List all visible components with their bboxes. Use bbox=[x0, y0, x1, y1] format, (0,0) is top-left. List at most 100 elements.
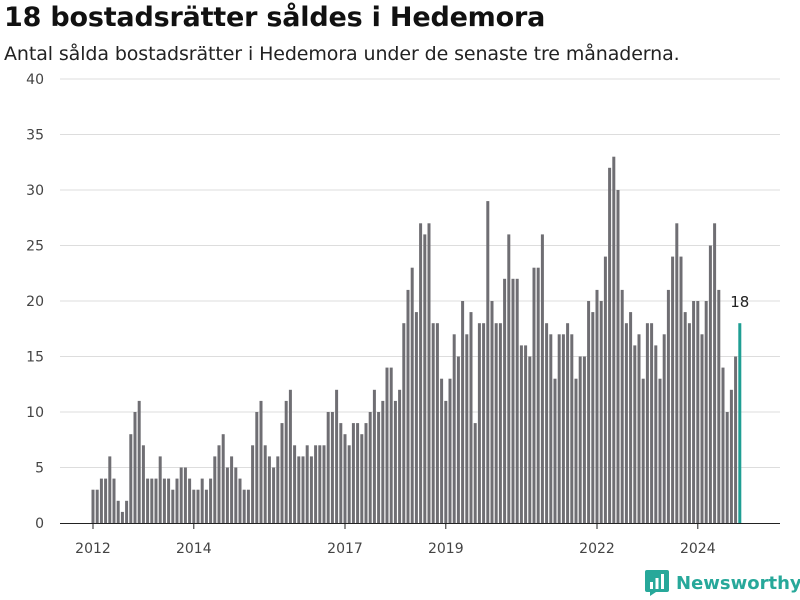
bar bbox=[297, 456, 301, 523]
bar bbox=[528, 356, 532, 523]
y-axis-ticks: 0 5 10 15 20 25 30 35 40 bbox=[26, 72, 44, 532]
bar bbox=[696, 301, 700, 523]
bar bbox=[104, 478, 108, 523]
newsworthy-logo-icon bbox=[645, 570, 669, 596]
bar bbox=[255, 412, 259, 523]
x-tick-label: 2017 bbox=[327, 541, 363, 557]
bar bbox=[339, 423, 343, 523]
bar bbox=[141, 445, 145, 523]
bar bbox=[309, 456, 313, 523]
bar bbox=[666, 289, 670, 523]
bar bbox=[713, 223, 717, 524]
bar bbox=[410, 267, 414, 523]
bar bbox=[498, 323, 502, 523]
bar bbox=[725, 412, 729, 523]
bar bbox=[116, 500, 120, 523]
latest-value-label: 18 bbox=[730, 293, 749, 311]
bar bbox=[204, 489, 208, 523]
bar bbox=[230, 456, 234, 523]
bar bbox=[524, 345, 528, 523]
bar bbox=[452, 334, 456, 523]
bar bbox=[469, 312, 473, 523]
bar bbox=[280, 423, 284, 523]
bar bbox=[620, 289, 624, 523]
bar bbox=[629, 312, 633, 523]
bar bbox=[330, 412, 334, 523]
brand-logo: Newsworthy bbox=[644, 569, 800, 597]
bar bbox=[347, 445, 351, 523]
bar bbox=[154, 478, 158, 523]
bar bbox=[414, 312, 418, 523]
bar bbox=[120, 511, 124, 523]
bar bbox=[351, 423, 355, 523]
bar bbox=[419, 223, 423, 524]
bar bbox=[645, 323, 649, 523]
bar bbox=[158, 456, 162, 523]
bar bbox=[364, 423, 368, 523]
bar bbox=[536, 267, 540, 523]
y-tick-label: 35 bbox=[26, 128, 44, 144]
bar bbox=[314, 445, 318, 523]
bar bbox=[608, 167, 612, 524]
y-tick-label: 15 bbox=[26, 350, 44, 366]
bar bbox=[246, 489, 250, 523]
bar bbox=[335, 389, 339, 523]
bar bbox=[393, 400, 397, 523]
bar bbox=[582, 356, 586, 523]
y-tick-label: 10 bbox=[26, 405, 44, 421]
bar bbox=[729, 389, 733, 523]
bar bbox=[679, 256, 683, 523]
chart-title: 18 bostadsrätter såldes i Hedemora bbox=[4, 2, 546, 33]
bar bbox=[238, 478, 242, 523]
bar bbox=[402, 323, 406, 523]
bar bbox=[213, 456, 217, 523]
x-tick-label: 2024 bbox=[680, 541, 716, 557]
bar bbox=[188, 478, 192, 523]
bar bbox=[125, 500, 129, 523]
bar bbox=[444, 400, 448, 523]
bar bbox=[511, 278, 515, 523]
bar bbox=[440, 378, 444, 523]
bar bbox=[150, 478, 154, 523]
bar bbox=[356, 423, 360, 523]
bar bbox=[406, 289, 410, 523]
bar bbox=[276, 456, 280, 523]
bar bbox=[301, 456, 305, 523]
bar bbox=[372, 389, 376, 523]
bar bbox=[570, 334, 574, 523]
bar bbox=[221, 434, 225, 523]
y-tick-label: 25 bbox=[26, 239, 44, 255]
bar bbox=[465, 334, 469, 523]
bar bbox=[503, 278, 507, 523]
bar bbox=[721, 367, 725, 523]
bar bbox=[179, 467, 183, 523]
bar bbox=[196, 489, 200, 523]
bar bbox=[578, 356, 582, 523]
bar bbox=[377, 412, 381, 523]
bar bbox=[519, 345, 523, 523]
bar bbox=[662, 334, 666, 523]
bar bbox=[95, 489, 99, 523]
y-tick-label: 40 bbox=[26, 72, 44, 88]
bar bbox=[427, 223, 431, 524]
bar bbox=[112, 478, 116, 523]
bar bbox=[675, 223, 679, 524]
y-tick-label: 30 bbox=[26, 183, 44, 199]
bar bbox=[708, 245, 712, 523]
bar bbox=[650, 323, 654, 523]
bar bbox=[599, 301, 603, 523]
bar bbox=[259, 400, 263, 523]
bar bbox=[683, 312, 687, 523]
bar bbox=[381, 400, 385, 523]
bar bbox=[217, 445, 221, 523]
bar bbox=[704, 301, 708, 523]
x-tick-label: 2014 bbox=[176, 541, 212, 557]
bar bbox=[456, 356, 460, 523]
bar bbox=[486, 201, 490, 523]
bar bbox=[566, 323, 570, 523]
bar bbox=[671, 256, 675, 523]
bar bbox=[641, 378, 645, 523]
bar bbox=[687, 323, 691, 523]
bar bbox=[612, 156, 616, 523]
